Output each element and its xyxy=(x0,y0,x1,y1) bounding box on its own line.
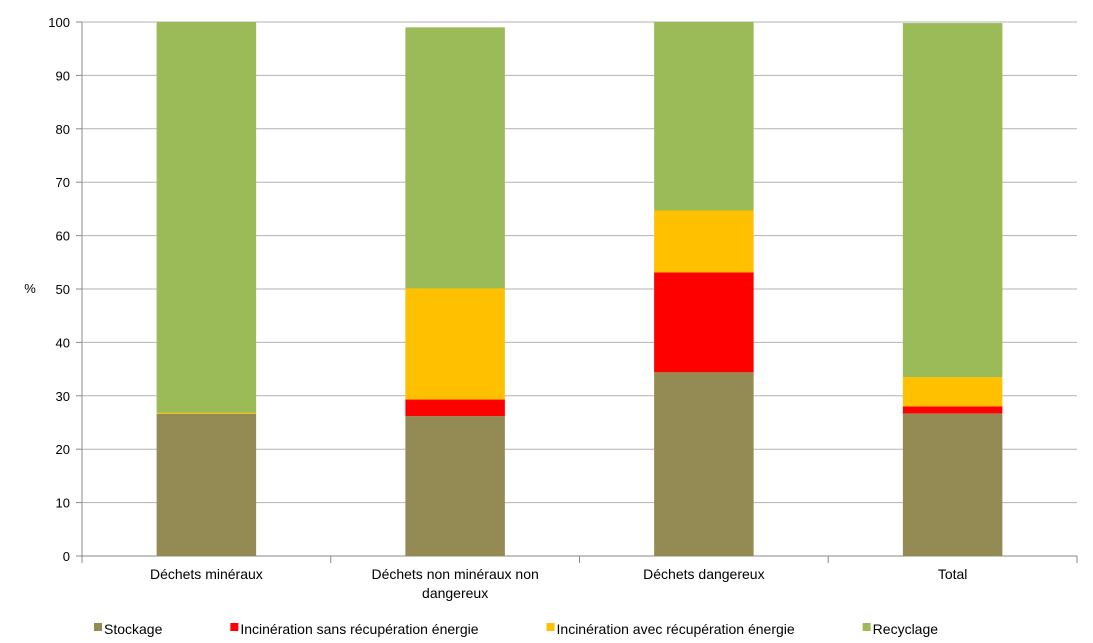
bar-segment-1-1 xyxy=(156,413,257,556)
bar-segment-3-1 xyxy=(654,372,754,556)
bar-segment-3-2 xyxy=(654,272,754,373)
y-tick-label-30: 30 xyxy=(56,389,70,404)
bar-segment-1-4 xyxy=(156,22,257,413)
y-tick-label-60: 60 xyxy=(56,229,70,244)
legend-swatch-2 xyxy=(230,623,239,631)
x-axis-categories: Déchets minéraux Déchets non minéraux non… xyxy=(150,566,967,601)
category-label-1: Déchets minéraux xyxy=(150,566,263,582)
category-label-2: Déchets non minéraux non dangereux xyxy=(371,566,538,601)
y-tick-label-40: 40 xyxy=(56,335,70,350)
bar-segment-2-2 xyxy=(405,399,505,417)
bar-segment-2-1 xyxy=(405,416,505,556)
bar-segment-2-4 xyxy=(405,27,505,289)
bar-segment-3-3 xyxy=(654,210,754,273)
bar-segment-1-3 xyxy=(156,412,257,414)
category-label-3: Déchets dangereux xyxy=(643,566,764,582)
bar-segment-4-4 xyxy=(902,23,1003,378)
x-axis xyxy=(81,556,1078,563)
bar-segment-3-4 xyxy=(654,22,754,211)
legend-swatch-4 xyxy=(862,623,871,631)
legend-label-3: Incinération avec récupération énergie xyxy=(557,621,795,637)
legend-swatch-3 xyxy=(546,623,555,631)
y-axis-ticks: 0 10 20 30 40 50 60 70 80 90 100 xyxy=(48,15,70,564)
y-tick-label-90: 90 xyxy=(56,68,70,83)
y-tick-label-50: 50 xyxy=(56,282,70,297)
bar-segment-4-1 xyxy=(902,413,1003,556)
legend-label-2: Incinération sans récupération énergie xyxy=(240,621,478,637)
y-tick-label-70: 70 xyxy=(56,175,70,190)
legend-label-4: Recyclage xyxy=(873,621,939,637)
category-label-4: Total xyxy=(938,566,968,582)
y-tick-label-100: 100 xyxy=(48,15,70,30)
y-tick-label-10: 10 xyxy=(56,496,70,511)
y-tick-label-80: 80 xyxy=(56,122,70,137)
bar-segment-4-3 xyxy=(902,377,1003,407)
bars xyxy=(156,22,1003,556)
legend-label-1: Stockage xyxy=(104,621,163,637)
legend-swatch-1 xyxy=(94,623,102,631)
bar-segment-2-3 xyxy=(405,288,505,400)
y-tick-label-0: 0 xyxy=(63,549,70,564)
y-tick-label-20: 20 xyxy=(56,442,70,457)
bar-segment-4-2 xyxy=(902,406,1003,414)
legend: Stockage Incinération sans récupération é… xyxy=(94,621,938,637)
y-axis-label: % xyxy=(24,281,36,296)
